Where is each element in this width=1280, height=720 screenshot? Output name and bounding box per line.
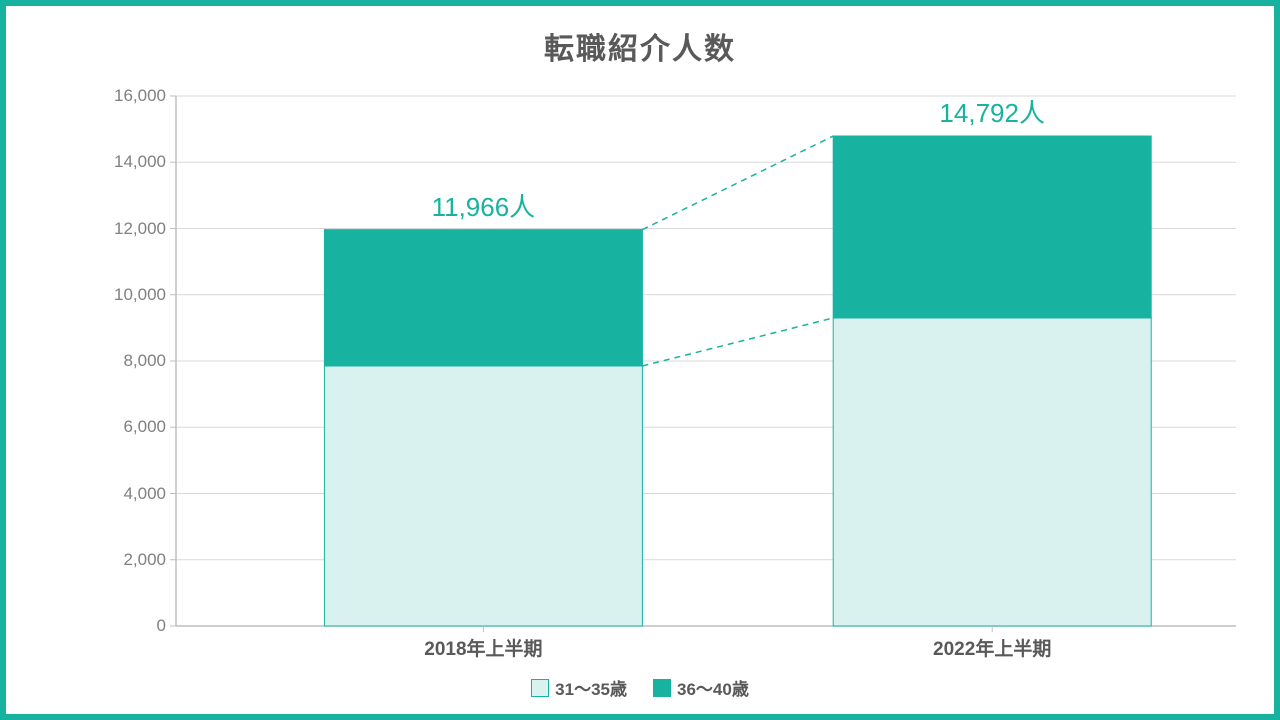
bar-total-label: 11,966人 bbox=[432, 187, 536, 224]
y-tick-label: 12,000 bbox=[96, 219, 166, 239]
legend-item-0: 31〜35歳 bbox=[531, 675, 627, 700]
x-tick-label: 2018年上半期 bbox=[424, 634, 542, 661]
bar-segment bbox=[324, 366, 642, 626]
bar-segment bbox=[833, 136, 1151, 318]
chart-title: 転職紹介人数 bbox=[6, 24, 1274, 68]
y-axis-labels: 02,0004,0006,0008,00010,00012,00014,0001… bbox=[96, 96, 166, 626]
y-tick-label: 2,000 bbox=[96, 550, 166, 570]
bar-segment bbox=[833, 318, 1151, 626]
legend-item-1: 36〜40歳 bbox=[653, 675, 749, 700]
x-axis-labels: 2018年上半期 2022年上半期 bbox=[176, 626, 1236, 666]
y-tick-label: 8,000 bbox=[96, 351, 166, 371]
y-tick-label: 6,000 bbox=[96, 417, 166, 437]
plot-area: 11,966人 14,792人 bbox=[176, 96, 1236, 626]
y-tick-label: 0 bbox=[96, 616, 166, 636]
bar-total-label: 14,792人 bbox=[939, 93, 1045, 130]
y-tick-label: 14,000 bbox=[96, 152, 166, 172]
chart-frame: 転職紹介人数 11,966人 14,792人 0 2,000 4,000 6,000 8,… bbox=[0, 0, 1280, 720]
connector-line bbox=[642, 136, 833, 230]
connector-line bbox=[642, 318, 833, 366]
legend-swatch-1 bbox=[653, 679, 671, 697]
y-tick-label: 16,000 bbox=[96, 86, 166, 106]
legend-swatch-0 bbox=[531, 679, 549, 697]
legend-label-0: 31〜35歳 bbox=[555, 675, 627, 700]
x-tick-label: 2022年上半期 bbox=[933, 634, 1051, 661]
bar-segment bbox=[324, 230, 642, 366]
legend-label-1: 36〜40歳 bbox=[677, 675, 749, 700]
y-tick-label: 4,000 bbox=[96, 484, 166, 504]
y-tick-label: 10,000 bbox=[96, 285, 166, 305]
legend: 31〜35歳 36〜40歳 bbox=[6, 675, 1274, 700]
